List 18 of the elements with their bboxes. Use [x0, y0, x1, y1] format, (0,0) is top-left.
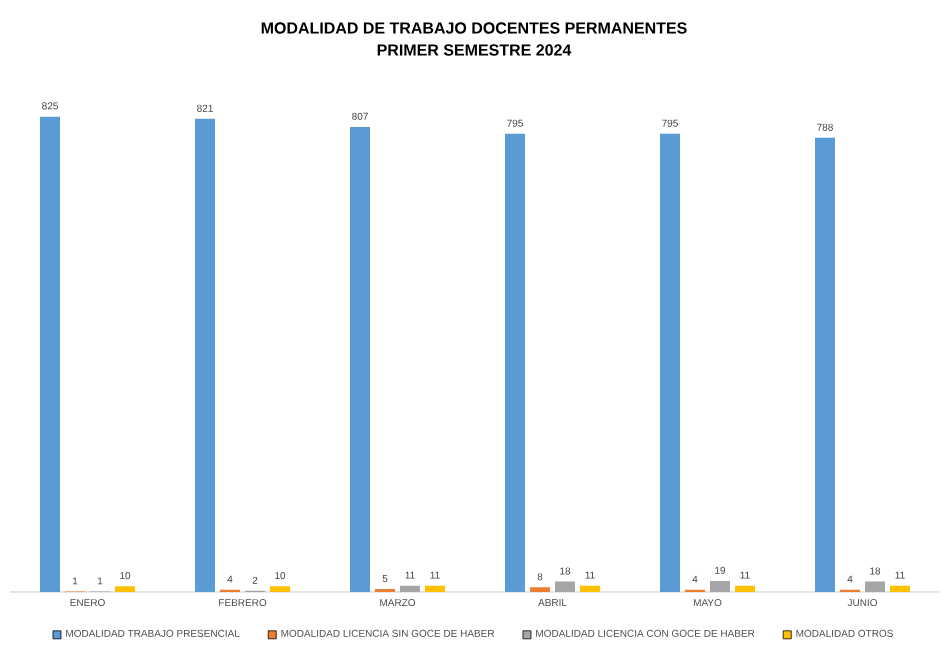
bar [864, 581, 885, 592]
bar [555, 581, 575, 592]
bar [889, 585, 910, 592]
bar [814, 137, 835, 592]
bar [580, 585, 600, 592]
bar [400, 585, 420, 592]
bar [350, 126, 370, 592]
bar [425, 585, 445, 592]
bar [40, 116, 61, 592]
bar [734, 585, 755, 592]
chart-title: MODALIDAD DE TRABAJO DOCENTES PERMANENTES [261, 22, 687, 34]
chart-subtitle: PRIMER SEMESTRE 2024 [377, 44, 572, 56]
bar [505, 133, 525, 592]
bar [115, 586, 136, 592]
bar [270, 586, 291, 592]
bar [659, 133, 680, 592]
bar [709, 581, 730, 592]
bar [195, 118, 216, 592]
